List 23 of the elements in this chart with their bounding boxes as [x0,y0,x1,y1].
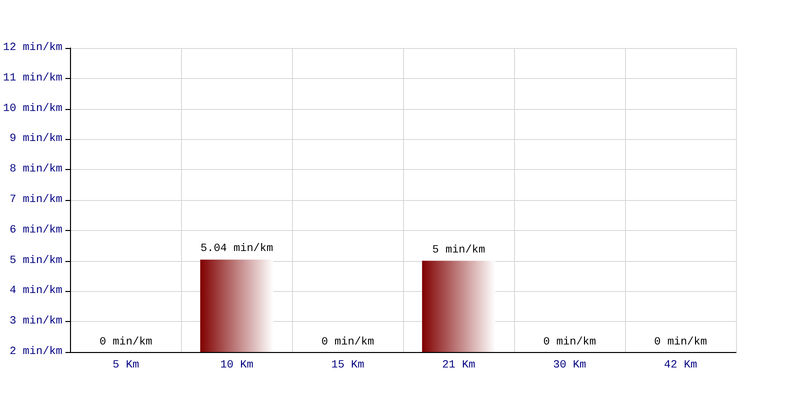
y-tick-label: 7 min/km [10,194,63,206]
x-tick-label: 10 Km [220,360,254,372]
y-tick-label: 10 min/km [2,102,63,115]
data-label: 5 min/km [432,244,486,256]
y-tick-label: 2 min/km [10,346,63,358]
x-tick-label: 21 Km [442,360,476,372]
x-tick-label: 15 Km [331,360,365,372]
x-tick-label: 30 Km [553,360,586,372]
y-tick-label: 11 min/km [2,72,63,84]
y-tick-label: 4 min/km [10,285,63,298]
y-tick-label: 12 min/km [2,42,63,54]
data-label: 5.04 min/km [200,243,274,256]
x-tick-label: 5 Km [112,360,140,372]
x-tick-label: 42 Km [664,360,698,372]
y-tick-label: 9 min/km [10,133,63,146]
text: 0 min/km [654,336,707,348]
text: 0 min/km [543,336,596,348]
y-tick-label: 3 min/km [10,316,63,328]
y-tick-label: 8 min/km [10,164,63,176]
y-tick-label: 6 min/km [10,224,63,236]
y-tick-label: 5 min/km [10,254,63,267]
text: 0 min/km [99,336,152,348]
text: 0 min/km [321,336,374,348]
